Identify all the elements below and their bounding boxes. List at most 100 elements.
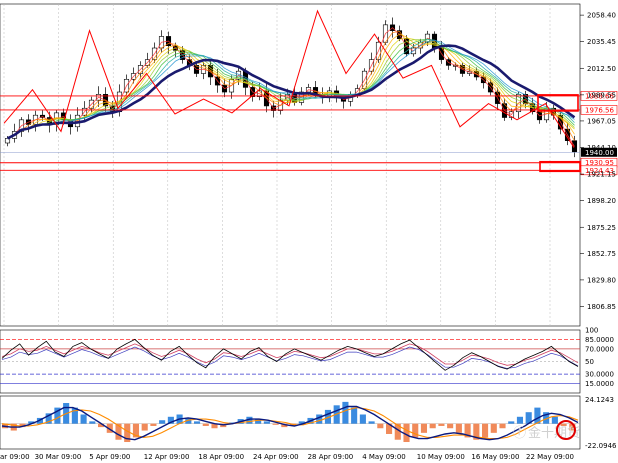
date-tick-label: 4 May 09:00 xyxy=(362,453,406,461)
macd-bar-negative xyxy=(429,423,436,429)
macd-bar-positive xyxy=(351,407,358,424)
macd-bar-positive xyxy=(516,416,524,424)
price-tick-label: 1944.10 xyxy=(587,144,616,152)
macd-bar-positive xyxy=(324,409,332,424)
macd-bar-negative xyxy=(447,423,454,429)
macd-tick-label: -22.0946 xyxy=(585,442,617,450)
rsi-tick-bg xyxy=(581,370,617,379)
rsi-tick-label: 100 xyxy=(585,327,598,335)
rsi-tick-label: 70.0000 xyxy=(585,345,614,353)
rsi-tick-label: 15.0000 xyxy=(585,380,614,388)
current-price-label: 1940.00 xyxy=(585,149,614,157)
macd-bar-negative xyxy=(211,423,218,429)
macd-bar-positive xyxy=(551,416,558,424)
macd-bar-negative xyxy=(455,423,462,433)
macd-bar-negative xyxy=(19,423,26,428)
price-tick-label: 1898.20 xyxy=(587,197,616,205)
macd-bar-negative xyxy=(202,423,209,426)
macd-bar-positive xyxy=(185,417,192,424)
level-tag-label: 1988.66 xyxy=(585,92,614,100)
macd-bar-negative xyxy=(106,423,113,433)
price-tick-label: 2058.40 xyxy=(587,12,616,20)
macd-bar-negative xyxy=(464,423,471,438)
macd-bar-positive xyxy=(246,416,253,424)
date-tick-label: 10 May 09:00 xyxy=(417,453,465,461)
macd-bar-negative xyxy=(569,423,576,431)
level-tag-box xyxy=(580,105,618,115)
macd-panel: 24.1243 -22.0946 xyxy=(0,395,617,450)
ma-ribbon-line xyxy=(7,37,575,139)
macd-bar-negative xyxy=(377,423,384,429)
macd-bar-positive xyxy=(89,421,96,424)
macd-bar-negative xyxy=(499,423,506,429)
date-tick-label: 12 Apr 09:00 xyxy=(144,453,190,461)
date-tick-label: 22 May 09:00 xyxy=(526,453,574,461)
watermark-logo: ⓕ 金十期货 xyxy=(513,420,580,441)
macd-bar-negative xyxy=(403,423,410,443)
macd-bar-negative xyxy=(115,423,122,440)
level-tag-label: 1976.56 xyxy=(585,106,614,114)
price-tick-label: 1852.75 xyxy=(587,250,616,258)
macd-bar-positive xyxy=(194,421,201,424)
level-tag-label: 1924.43 xyxy=(585,167,614,175)
price-tick-label: 1806.85 xyxy=(587,303,616,311)
macd-bar-positive xyxy=(167,416,174,424)
macd-panel-frame xyxy=(0,395,581,450)
macd-bar-negative xyxy=(281,423,288,428)
level-tag-label: 1930.95 xyxy=(585,159,614,167)
price-tick-label: 1829.80 xyxy=(587,276,616,284)
resistance-highlight-box xyxy=(537,94,579,112)
ma-ribbon-line xyxy=(7,33,575,139)
ma-ribbon xyxy=(6,27,576,147)
price-panel-frame xyxy=(0,3,581,327)
date-tick-label: 24 Apr 09:00 xyxy=(253,453,299,461)
macd-bar-negative xyxy=(386,423,393,434)
macd-bar-negative xyxy=(438,423,445,426)
zigzag-indicator xyxy=(3,9,575,148)
macd-bar-negative xyxy=(420,423,428,433)
macd-lines xyxy=(1,405,579,441)
macd-bar-negative xyxy=(482,423,489,438)
macd-bar-positive xyxy=(534,407,541,424)
macd-bar-negative xyxy=(490,423,497,433)
macd-bar-positive xyxy=(316,414,323,424)
macd-bar-positive xyxy=(28,421,35,424)
zigzag-line xyxy=(3,9,575,148)
rsi-tick-label: 85.0000 xyxy=(585,336,614,344)
price-tick-label: 1967.05 xyxy=(587,117,616,125)
slow-ma-line xyxy=(6,44,576,140)
macd-bar-negative xyxy=(560,423,567,426)
macd-bar-positive xyxy=(342,401,349,424)
level-tag-box xyxy=(580,165,618,176)
macd-axis: 24.1243 -22.0946 xyxy=(585,396,617,450)
macd-bar-positive xyxy=(80,414,87,424)
price-tick-label: 1875.25 xyxy=(587,224,616,232)
rsi-tick-label: 50 xyxy=(585,358,594,366)
macd-bar-positive xyxy=(298,421,305,424)
rsi-tick-bg xyxy=(581,335,617,344)
rsi-tick-label: 30.0000 xyxy=(585,371,614,379)
price-tick-label: 2012.50 xyxy=(587,65,616,73)
watermark-glyph: ⓕ xyxy=(513,426,526,441)
macd-bar-negative xyxy=(412,423,419,438)
highlight-circle xyxy=(556,420,576,440)
date-tick-label: 30 Mar 09:00 xyxy=(35,453,82,461)
support-highlight-box xyxy=(539,160,581,173)
macd-bar-negative xyxy=(141,423,148,431)
macd-tick-label: 24.1243 xyxy=(585,396,614,404)
date-tick-label: 18 Apr 09:00 xyxy=(198,453,244,461)
price-tick-label: 2035.45 xyxy=(587,38,616,46)
date-tick-label: 5 Apr 09:00 xyxy=(89,453,130,461)
current-price-tag xyxy=(581,147,617,157)
rsi-tick-bg xyxy=(581,379,617,388)
macd-bar-positive xyxy=(543,412,550,424)
price-axis: 2058.40 2035.45 2012.50 1989.55 1967.05 1944.… xyxy=(580,12,616,311)
date-tick-label: ar 09:00 xyxy=(0,453,30,461)
macd-bar-negative xyxy=(394,423,401,440)
watermark-text: 金十期货 xyxy=(528,425,580,441)
